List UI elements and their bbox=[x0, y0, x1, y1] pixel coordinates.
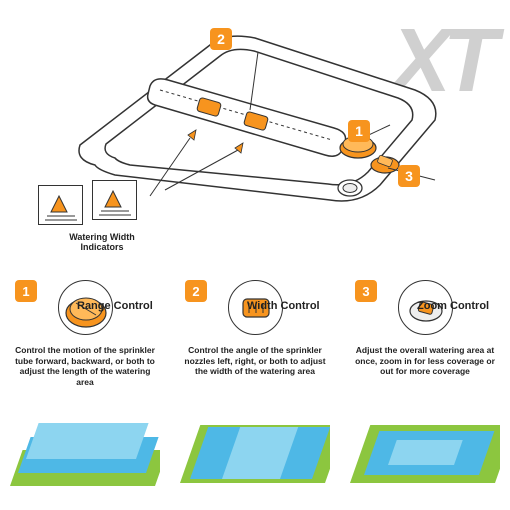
desc-1: Control the motion of the sprinkler tube… bbox=[10, 345, 160, 388]
detail-title-2: Width Control bbox=[247, 300, 320, 312]
detail-item-1: 1 Range Control bbox=[5, 280, 165, 350]
coverage-row bbox=[0, 395, 510, 495]
coverage-zoom bbox=[350, 395, 500, 495]
callout-3: 3 bbox=[398, 165, 420, 187]
desc-2: Control the angle of the sprinkler nozzl… bbox=[180, 345, 330, 388]
callout-2: 2 bbox=[210, 28, 232, 50]
detail-title-1: Range Control bbox=[77, 300, 153, 312]
desc-3: Adjust the overall watering area at once… bbox=[350, 345, 500, 388]
detail-badge-2: 2 bbox=[185, 280, 207, 302]
detail-item-3: 3 Zoom Control bbox=[345, 280, 505, 350]
detail-row: 1 Range Control 2 Width Control 3 bbox=[0, 280, 510, 350]
detail-badge-3: 3 bbox=[355, 280, 377, 302]
callout-1: 1 bbox=[348, 120, 370, 142]
detail-title-3: Zoom Control bbox=[417, 300, 489, 312]
main-sprinkler-diagram bbox=[40, 10, 460, 240]
description-row: Control the motion of the sprinkler tube… bbox=[0, 345, 510, 388]
detail-item-2: 2 Width Control bbox=[175, 280, 335, 350]
detail-badge-1: 1 bbox=[15, 280, 37, 302]
coverage-width bbox=[180, 395, 330, 495]
coverage-range bbox=[10, 395, 160, 495]
